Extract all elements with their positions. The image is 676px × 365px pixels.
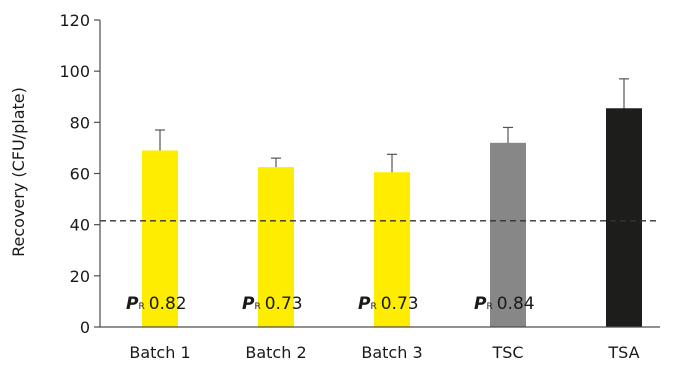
bar-tsa	[606, 108, 642, 327]
pr-subscript: R	[486, 302, 492, 312]
pr-value: 0.82	[149, 294, 187, 314]
pr-symbol: P	[474, 294, 487, 314]
x-tick-label: TSA	[607, 343, 639, 362]
pr-annotations: PR 0.82 PR 0.73 PR 0.73 PR 0.84	[126, 294, 535, 314]
pr-symbol: P	[358, 294, 371, 314]
y-tick-label: 80	[70, 113, 90, 132]
y-tick-label: 0	[80, 318, 90, 337]
pr-symbol: P	[242, 294, 255, 314]
pr-subscript: R	[254, 302, 260, 312]
bar-batch-3	[374, 172, 410, 327]
bar-batch-1	[142, 150, 178, 327]
y-tick-label: 40	[70, 216, 90, 235]
pr-value: 0.73	[381, 294, 419, 314]
y-axis-ticks: 0 20 40 60 80 100 120	[59, 11, 100, 337]
y-tick-label: 60	[70, 165, 90, 184]
x-tick-label: TSC	[491, 343, 523, 362]
pr-value: 0.73	[265, 294, 303, 314]
pr-subscript: R	[138, 302, 144, 312]
y-tick-label: 20	[70, 267, 90, 286]
y-tick-label: 120	[59, 11, 90, 30]
x-tick-label: Batch 1	[129, 343, 190, 362]
pr-annotation: PR 0.73	[358, 294, 419, 314]
pr-annotation: PR 0.73	[242, 294, 303, 314]
y-axis-title: Recovery (CFU/plate)	[9, 87, 28, 257]
pr-subscript: R	[370, 302, 376, 312]
bar-batch-2	[258, 167, 294, 327]
pr-annotation: PR 0.84	[474, 294, 535, 314]
x-tick-label: Batch 2	[245, 343, 306, 362]
bars	[142, 108, 642, 327]
y-tick-label: 100	[59, 62, 90, 81]
x-tick-label: Batch 3	[361, 343, 422, 362]
pr-value: 0.84	[497, 294, 535, 314]
pr-symbol: P	[126, 294, 139, 314]
pr-annotation: PR 0.82	[126, 294, 187, 314]
bar-tsc	[490, 142, 526, 327]
x-axis-labels: Batch 1 Batch 2 Batch 3 TSC TSA	[129, 343, 639, 362]
